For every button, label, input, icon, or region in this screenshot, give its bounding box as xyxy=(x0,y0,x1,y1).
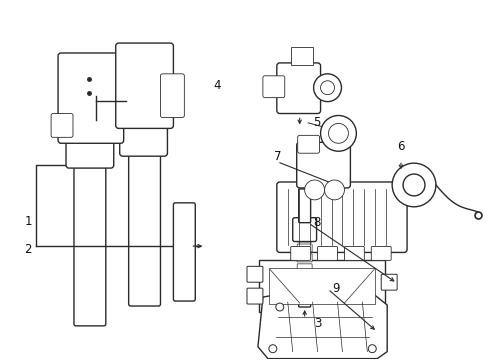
Circle shape xyxy=(403,174,425,196)
FancyBboxPatch shape xyxy=(291,47,313,65)
FancyBboxPatch shape xyxy=(247,266,263,282)
Circle shape xyxy=(320,116,356,151)
Text: 5: 5 xyxy=(313,116,320,129)
Text: 4: 4 xyxy=(213,79,221,92)
FancyBboxPatch shape xyxy=(344,247,365,260)
Circle shape xyxy=(324,180,344,200)
FancyBboxPatch shape xyxy=(120,113,168,156)
FancyBboxPatch shape xyxy=(58,53,123,143)
FancyBboxPatch shape xyxy=(173,203,196,301)
FancyBboxPatch shape xyxy=(247,288,263,304)
Text: 1: 1 xyxy=(24,215,32,228)
Circle shape xyxy=(269,345,277,353)
FancyBboxPatch shape xyxy=(298,135,319,153)
Circle shape xyxy=(320,81,335,95)
FancyBboxPatch shape xyxy=(299,189,311,223)
FancyBboxPatch shape xyxy=(269,268,375,304)
FancyBboxPatch shape xyxy=(297,274,312,282)
Circle shape xyxy=(305,180,324,200)
FancyBboxPatch shape xyxy=(297,234,312,242)
FancyBboxPatch shape xyxy=(293,218,317,242)
FancyBboxPatch shape xyxy=(297,254,312,262)
FancyBboxPatch shape xyxy=(263,76,285,98)
Text: 6: 6 xyxy=(397,140,405,153)
FancyBboxPatch shape xyxy=(297,244,312,252)
Text: 7: 7 xyxy=(274,150,282,163)
FancyBboxPatch shape xyxy=(74,153,106,326)
FancyBboxPatch shape xyxy=(371,247,391,260)
Text: 3: 3 xyxy=(315,318,322,330)
FancyBboxPatch shape xyxy=(381,274,397,290)
FancyBboxPatch shape xyxy=(116,43,173,129)
FancyBboxPatch shape xyxy=(277,182,407,252)
Circle shape xyxy=(314,74,342,102)
FancyBboxPatch shape xyxy=(51,113,73,137)
FancyBboxPatch shape xyxy=(66,127,114,168)
Text: 9: 9 xyxy=(333,283,340,296)
Polygon shape xyxy=(258,289,387,359)
Circle shape xyxy=(328,123,348,143)
FancyBboxPatch shape xyxy=(297,264,312,272)
FancyBboxPatch shape xyxy=(277,63,320,113)
Text: 8: 8 xyxy=(313,216,320,229)
Circle shape xyxy=(392,163,436,207)
FancyBboxPatch shape xyxy=(161,74,184,117)
FancyBboxPatch shape xyxy=(259,260,385,312)
FancyBboxPatch shape xyxy=(291,247,311,260)
Text: 2: 2 xyxy=(24,243,32,256)
FancyBboxPatch shape xyxy=(297,142,350,188)
Circle shape xyxy=(276,303,284,311)
FancyBboxPatch shape xyxy=(129,129,161,306)
FancyBboxPatch shape xyxy=(318,247,338,260)
Circle shape xyxy=(368,345,376,353)
FancyBboxPatch shape xyxy=(299,283,311,307)
